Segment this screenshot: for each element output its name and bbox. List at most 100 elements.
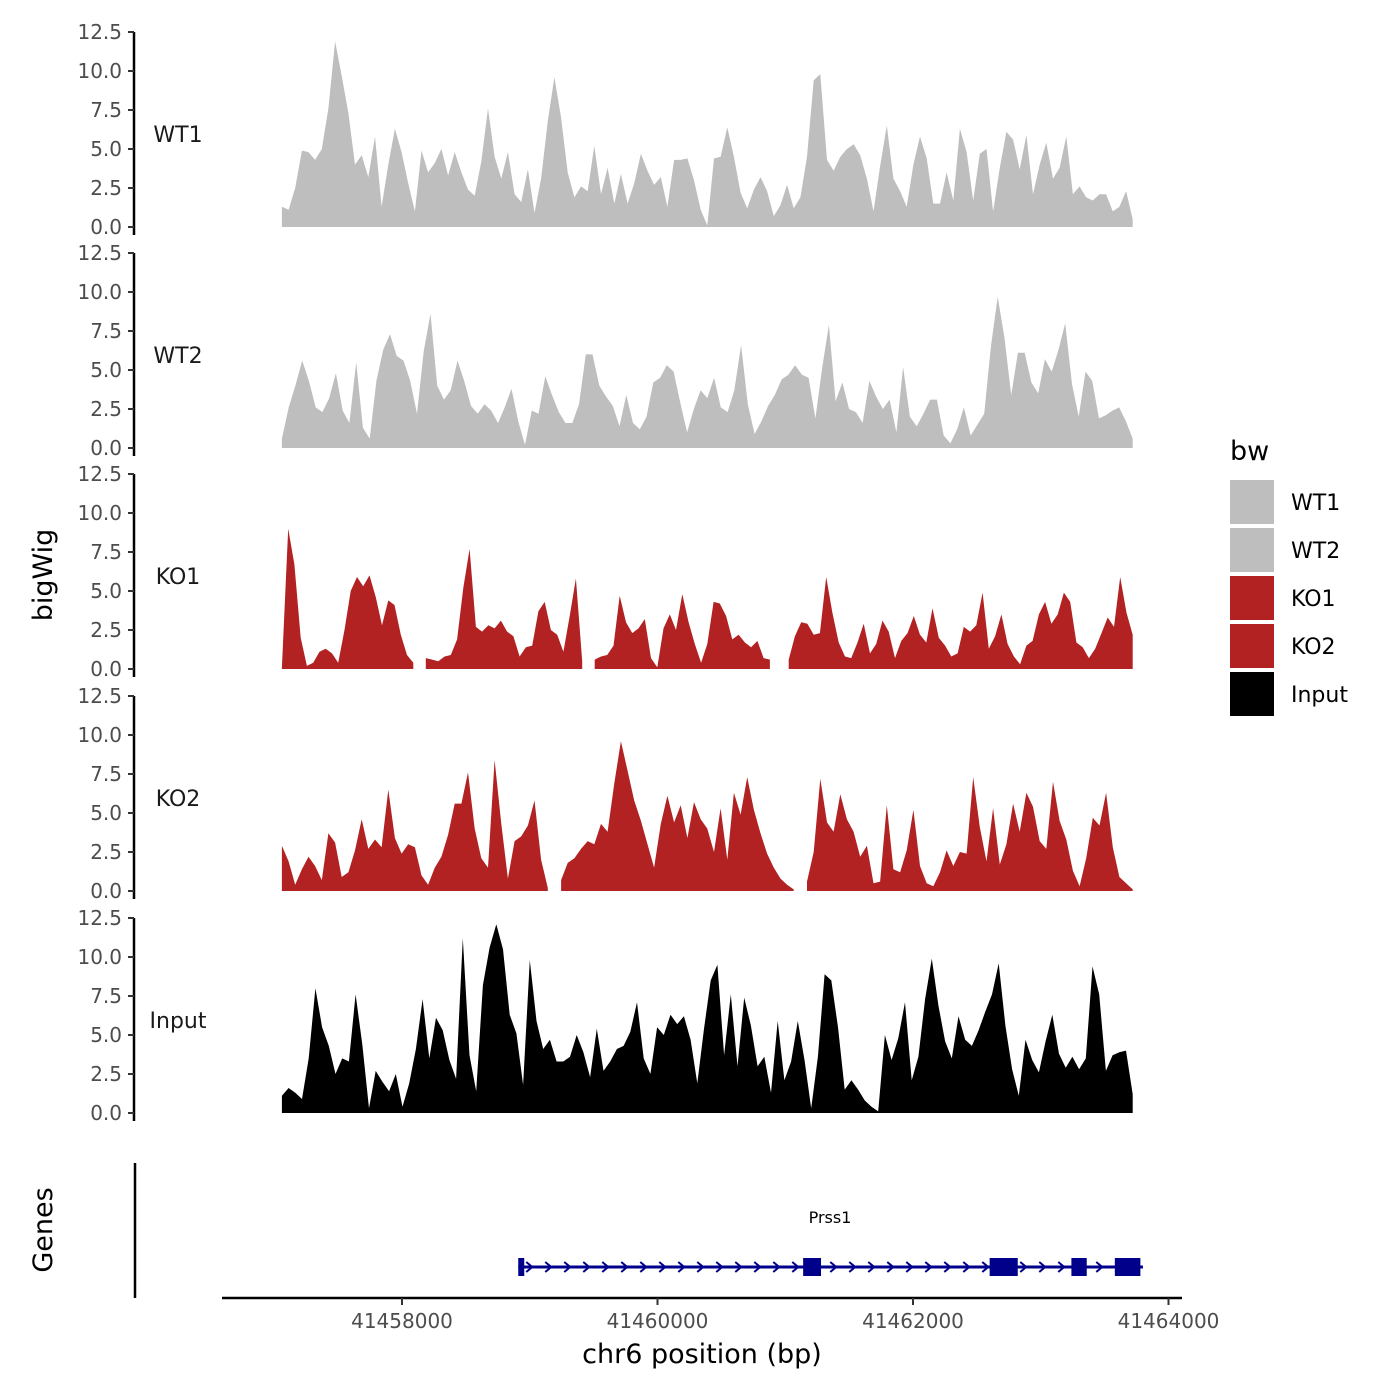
y-tick-label: 12.5	[77, 906, 122, 930]
legend-title: bw	[1230, 436, 1269, 467]
exon-block	[803, 1258, 822, 1276]
coverage-area	[281, 296, 1133, 448]
y-tick-label: 5.0	[90, 137, 122, 161]
track-input: 0.0 2.5 5.0 7.5 10.0 12.5 Input	[77, 906, 1133, 1125]
legend: bw WT1 WT2 KO1 KO2 Input	[1230, 436, 1348, 716]
y-tick-label: 0.0	[90, 1101, 122, 1125]
y-tick-label: 2.5	[90, 618, 122, 642]
strand-arrow	[563, 1261, 572, 1273]
x-tick-label: 41462000	[862, 1309, 964, 1333]
strand-arrow	[867, 1261, 876, 1273]
strand-arrow	[981, 1261, 990, 1273]
strand-arrow	[620, 1261, 629, 1273]
y-tick-label: 7.5	[90, 319, 122, 343]
exon-block	[1071, 1258, 1087, 1276]
track-wt1: 0.0 2.5 5.0 7.5 10.0 12.5 WT1	[77, 20, 1133, 239]
legend-label-input: Input	[1291, 683, 1348, 708]
legend-swatch-ko2	[1230, 624, 1274, 668]
strand-arrow	[829, 1261, 838, 1273]
strand-arrow	[848, 1261, 857, 1273]
legend-swatch-wt1	[1230, 480, 1274, 524]
strand-arrow	[715, 1261, 724, 1273]
coverage-area	[561, 741, 794, 891]
coverage-area	[425, 548, 583, 669]
legend-swatch-input	[1230, 672, 1274, 716]
gene-track-title: Genes	[28, 1187, 59, 1272]
coverage-area	[281, 924, 1133, 1113]
coverage-area	[281, 760, 548, 891]
y-tick-label: 10.0	[77, 59, 122, 83]
strand-arrow	[677, 1261, 686, 1273]
y-tick-label: 0.0	[90, 215, 122, 239]
y-tick-label: 5.0	[90, 358, 122, 382]
strand-arrow	[924, 1261, 933, 1273]
x-tick-label: 41458000	[351, 1309, 453, 1333]
y-tick-label: 5.0	[90, 579, 122, 603]
y-tick-label: 12.5	[77, 462, 122, 486]
y-tick-label: 12.5	[77, 241, 122, 265]
coverage-area	[281, 528, 414, 669]
exon-block	[1114, 1258, 1141, 1276]
strand-arrow	[905, 1261, 914, 1273]
y-tick-label: 0.0	[90, 657, 122, 681]
track-ko2: 0.0 2.5 5.0 7.5 10.0 12.5 KO2	[77, 684, 1133, 903]
coverage-area	[807, 777, 1133, 891]
strand-arrow	[544, 1261, 553, 1273]
y-tick-label: 0.0	[90, 879, 122, 903]
bigwig-tracks: 0.0 2.5 5.0 7.5 10.0 12.5 WT1 0.0 2.5 5.0 7.5 10.0 1…	[77, 20, 1133, 1125]
strand-arrow	[525, 1261, 534, 1273]
legend-swatch-wt2	[1230, 528, 1274, 572]
legend-label-wt1: WT1	[1291, 491, 1340, 516]
track-label: WT2	[153, 344, 202, 369]
x-axis: chr6 position (bp) 41458000 41460000 41462…	[222, 1296, 1220, 1370]
y-tick-label: 10.0	[77, 501, 122, 525]
exon-block	[989, 1258, 1018, 1276]
y-tick-label: 7.5	[90, 540, 122, 564]
strand-arrow	[943, 1261, 952, 1273]
y-axis-title: bigWig	[28, 529, 59, 622]
legend-swatch-ko1	[1230, 576, 1274, 620]
y-tick-label: 2.5	[90, 840, 122, 864]
track-wt2: 0.0 2.5 5.0 7.5 10.0 12.5 WT2	[77, 241, 1133, 460]
y-tick-label: 2.5	[90, 176, 122, 200]
strand-arrow	[791, 1261, 800, 1273]
x-tick-label: 41460000	[607, 1309, 709, 1333]
y-tick-label: 10.0	[77, 723, 122, 747]
y-tick-label: 12.5	[77, 684, 122, 708]
strand-arrow	[639, 1261, 648, 1273]
y-tick-label: 7.5	[90, 762, 122, 786]
strand-arrow	[696, 1261, 705, 1273]
y-tick-label: 10.0	[77, 280, 122, 304]
y-tick-label: 0.0	[90, 436, 122, 460]
y-tick-label: 10.0	[77, 945, 122, 969]
coverage-area	[281, 41, 1133, 228]
gene-name-label: Prss1	[809, 1208, 852, 1227]
strand-arrow	[601, 1261, 610, 1273]
track-label: KO2	[156, 787, 201, 812]
x-tick-label: 41464000	[1118, 1309, 1220, 1333]
track-label: WT1	[153, 123, 202, 148]
y-tick-label: 2.5	[90, 1062, 122, 1086]
strand-arrow	[734, 1261, 743, 1273]
y-tick-label: 7.5	[90, 984, 122, 1008]
strand-arrow	[962, 1261, 971, 1273]
strand-arrow	[1057, 1261, 1066, 1273]
y-tick-label: 5.0	[90, 801, 122, 825]
y-tick-label: 5.0	[90, 1023, 122, 1047]
coverage-area	[788, 577, 1133, 669]
gene-track: Genes Prss1	[28, 1163, 1143, 1298]
strand-arrow	[753, 1261, 762, 1273]
legend-label-ko1: KO1	[1291, 587, 1336, 612]
track-ko1: 0.0 2.5 5.0 7.5 10.0 12.5 KO1	[77, 462, 1133, 681]
strand-arrow	[582, 1261, 591, 1273]
strand-arrow	[1095, 1261, 1104, 1273]
y-tick-label: 7.5	[90, 98, 122, 122]
coverage-area	[594, 594, 770, 669]
legend-label-ko2: KO2	[1291, 635, 1336, 660]
strand-arrow	[1019, 1261, 1028, 1273]
x-axis-title: chr6 position (bp)	[582, 1339, 822, 1370]
strand-arrow	[1038, 1261, 1047, 1273]
legend-label-wt2: WT2	[1291, 539, 1340, 564]
y-tick-label: 2.5	[90, 397, 122, 421]
